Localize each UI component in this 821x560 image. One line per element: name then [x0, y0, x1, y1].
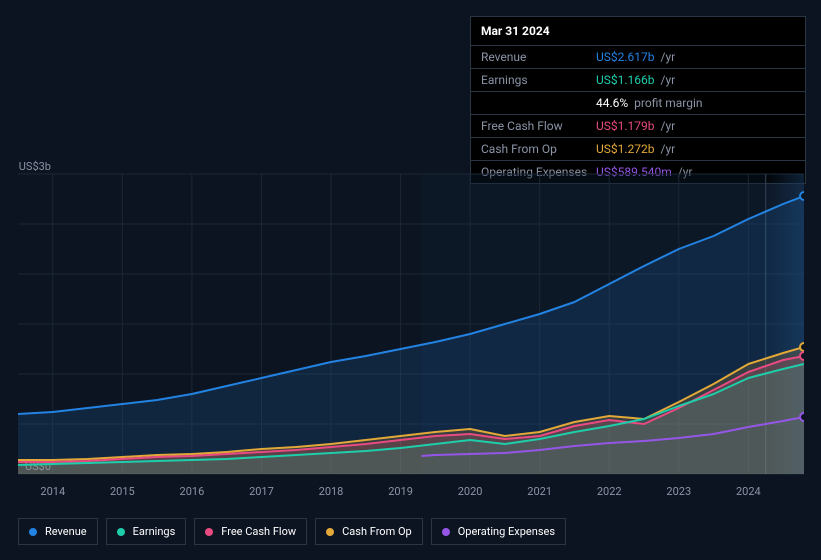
tooltip-label: Cash From Op — [481, 142, 596, 156]
legend-item-free-cash-flow[interactable]: Free Cash Flow — [194, 518, 307, 545]
tooltip-value: US$1.166b /yr — [596, 73, 675, 87]
x-tick-label: 2014 — [40, 485, 65, 498]
tooltip-suffix: /yr — [658, 73, 676, 87]
tooltip-value: US$2.617b /yr — [596, 50, 675, 64]
x-tick-label: 2019 — [388, 485, 413, 498]
tooltip-label: Revenue — [481, 50, 596, 64]
x-tick-label: 2017 — [249, 485, 274, 498]
legend-label: Free Cash Flow — [221, 525, 296, 538]
tooltip-suffix: /yr — [658, 119, 676, 133]
x-axis-labels: 2014 2015 2016 2017 2018 2019 2020 2021 2022 2023… — [18, 485, 804, 505]
legend-label: Operating Expenses — [458, 525, 555, 538]
legend-dot — [117, 528, 125, 536]
legend-item-revenue[interactable]: Revenue — [18, 518, 98, 545]
tooltip-suffix: profit margin — [631, 96, 702, 110]
legend-label: Cash From Op — [342, 525, 412, 538]
tooltip-value: US$1.179b /yr — [596, 119, 675, 133]
legend-label: Earnings — [133, 525, 176, 538]
x-tick-label: 2021 — [527, 485, 552, 498]
legend-dot — [326, 528, 334, 536]
legend-label: Revenue — [45, 525, 87, 538]
chart-plot-area[interactable] — [18, 160, 804, 480]
tooltip-suffix: /yr — [658, 142, 676, 156]
legend-item-earnings[interactable]: Earnings — [106, 518, 187, 545]
tooltip-row: EarningsUS$1.166b /yr — [471, 69, 805, 92]
x-tick-label: 2015 — [110, 485, 135, 498]
x-tick-label: 2022 — [597, 485, 622, 498]
x-tick-label: 2018 — [319, 485, 344, 498]
legend-item-operating-expenses[interactable]: Operating Expenses — [431, 518, 566, 545]
legend-dot — [442, 528, 450, 536]
tooltip-value: US$1.272b /yr — [596, 142, 675, 156]
legend-item-cash-from-op[interactable]: Cash From Op — [315, 518, 423, 545]
legend-dot — [205, 528, 213, 536]
x-tick-label: 2023 — [666, 485, 691, 498]
tooltip-row: Cash From OpUS$1.272b /yr — [471, 138, 805, 161]
x-tick-label: 2024 — [736, 485, 761, 498]
tooltip-label: Free Cash Flow — [481, 119, 596, 133]
tooltip-row: 44.6% profit margin — [471, 92, 805, 115]
chart-legend: Revenue Earnings Free Cash Flow Cash From O… — [18, 518, 566, 545]
tooltip-label: Earnings — [481, 73, 596, 87]
tooltip-row: Free Cash FlowUS$1.179b /yr — [471, 115, 805, 138]
tooltip-suffix: /yr — [658, 50, 676, 64]
tooltip-date: Mar 31 2024 — [471, 17, 805, 46]
legend-dot — [29, 528, 37, 536]
x-tick-label: 2020 — [458, 485, 483, 498]
tooltip-label — [481, 96, 596, 110]
x-tick-label: 2016 — [180, 485, 205, 498]
tooltip-row: RevenueUS$2.617b /yr — [471, 46, 805, 69]
chart-tooltip: Mar 31 2024 RevenueUS$2.617b /yrEarnings… — [470, 16, 806, 184]
tooltip-value: 44.6% profit margin — [596, 96, 703, 110]
